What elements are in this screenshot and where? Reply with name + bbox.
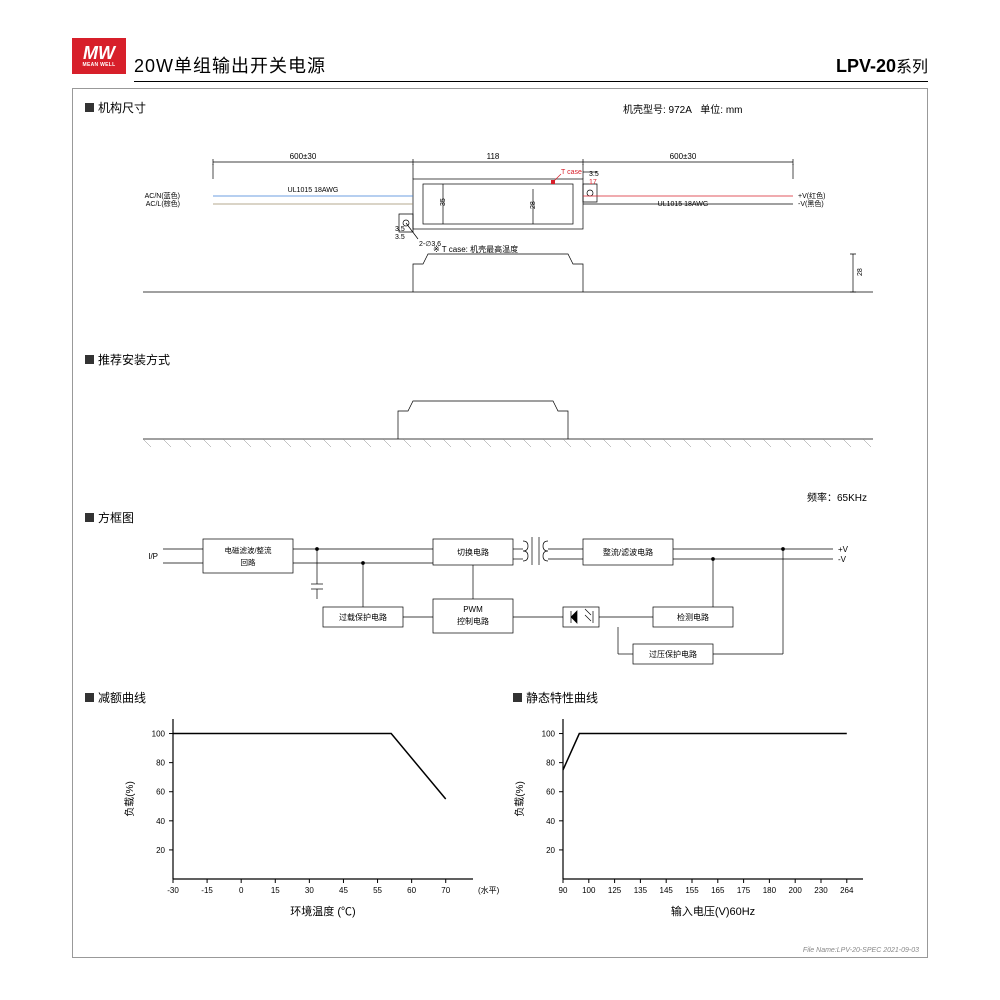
block-diagram: I/P 电磁滤波/整流 回路 切换电路 整流/滤波电路 过载保护电路 PWM 控…: [73, 519, 929, 679]
svg-text:100: 100: [542, 730, 556, 739]
svg-text:UL1015 18AWG: UL1015 18AWG: [658, 201, 709, 208]
svg-text:20: 20: [546, 846, 555, 855]
title-bar: 20W单组输出开关电源 LPV-20系列: [134, 52, 928, 82]
svg-text:输入电压(V)60Hz: 输入电压(V)60Hz: [671, 904, 755, 918]
svg-text:135: 135: [634, 886, 648, 895]
svg-text:100: 100: [582, 886, 596, 895]
svg-text:40: 40: [546, 817, 555, 826]
case-label: 机壳型号: 972A 单位: mm: [623, 101, 742, 116]
svg-text:40: 40: [156, 817, 165, 826]
svg-text:180: 180: [763, 886, 777, 895]
svg-text:55: 55: [373, 886, 382, 895]
svg-text:60: 60: [546, 788, 555, 797]
title-model: LPV-20系列: [836, 53, 928, 77]
section-derate: 减额曲线: [85, 689, 146, 706]
svg-text:UL1015 18AWG: UL1015 18AWG: [288, 187, 339, 194]
svg-text:600±30: 600±30: [290, 152, 317, 161]
svg-text:控制电路: 控制电路: [457, 616, 489, 626]
svg-text:PWM: PWM: [463, 605, 483, 614]
svg-text:90: 90: [559, 886, 568, 895]
section-mount: 推荐安装方式: [85, 351, 170, 368]
svg-text:35: 35: [440, 198, 447, 206]
svg-text:70: 70: [441, 886, 450, 895]
svg-text:3.5: 3.5: [395, 226, 405, 233]
svg-text:AC/N(蓝色): AC/N(蓝色): [145, 191, 180, 200]
svg-text:264: 264: [840, 886, 854, 895]
svg-text:过载保护电路: 过载保护电路: [339, 612, 387, 622]
svg-text:过压保护电路: 过压保护电路: [649, 649, 697, 659]
svg-text:AC/L(棕色): AC/L(棕色): [146, 199, 180, 208]
svg-text:回路: 回路: [241, 557, 256, 567]
section-mech: 机构尺寸: [85, 99, 146, 116]
logo-sub: MEAN WELL: [83, 62, 116, 68]
svg-text:230: 230: [814, 886, 828, 895]
svg-text:80: 80: [156, 759, 165, 768]
svg-text:60: 60: [407, 886, 416, 895]
svg-text:负载(%): 负载(%): [513, 781, 526, 817]
svg-text:125: 125: [608, 886, 622, 895]
svg-text:118: 118: [487, 152, 500, 161]
svg-text:I/P: I/P: [148, 552, 158, 561]
svg-text:+V(红色): +V(红色): [798, 191, 825, 200]
svg-text:155: 155: [685, 886, 699, 895]
mounting-diagram: [73, 369, 929, 459]
svg-text:17: 17: [589, 179, 597, 186]
brand-logo: MW MEAN WELL: [72, 38, 126, 74]
svg-text:3.5: 3.5: [395, 234, 405, 241]
derating-chart: 20 40 60 80 100 -30 -15 0 15 30 45 55 60 70 负载(%) 环境温度 …: [113, 709, 513, 939]
svg-text:-V: -V: [838, 555, 847, 564]
svg-text:检测电路: 检测电路: [677, 612, 709, 622]
svg-text:80: 80: [546, 759, 555, 768]
svg-text:600±30: 600±30: [670, 152, 697, 161]
static-chart: 20 40 60 80 100 90 100 125 135 145 155 165 175 180 200…: [503, 709, 903, 939]
svg-text:负载(%): 负载(%): [123, 781, 136, 817]
svg-text:175: 175: [737, 886, 751, 895]
svg-text:145: 145: [660, 886, 674, 895]
svg-text:-30: -30: [167, 886, 179, 895]
svg-text:28: 28: [857, 268, 864, 276]
footer: File Name:LPV-20-SPEC 2021-09-03: [803, 947, 919, 954]
svg-text:30: 30: [305, 886, 314, 895]
freq-label: 频率：65KHz: [807, 489, 867, 504]
title-cn: 20W单组输出开关电源: [134, 52, 326, 78]
svg-text:60: 60: [156, 788, 165, 797]
svg-text:+V: +V: [838, 545, 849, 554]
svg-text:0: 0: [239, 886, 244, 895]
svg-text:-V(黑色): -V(黑色): [798, 199, 824, 208]
svg-text:200: 200: [789, 886, 803, 895]
svg-text:20: 20: [156, 846, 165, 855]
section-static: 静态特性曲线: [513, 689, 598, 706]
svg-text:电磁滤波/整流: 电磁滤波/整流: [224, 545, 272, 555]
svg-text:-15: -15: [201, 886, 213, 895]
content-frame: 机构尺寸 推荐安装方式 方框图 减额曲线 静态特性曲线 机壳型号: 972A 单…: [72, 88, 928, 958]
svg-text:45: 45: [339, 886, 348, 895]
logo-mw: MW: [83, 44, 115, 62]
svg-text:※ T case: 机壳最高温度: ※ T case: 机壳最高温度: [433, 244, 518, 254]
svg-text:3.5: 3.5: [589, 171, 599, 178]
svg-text:100: 100: [152, 730, 166, 739]
mechanical-diagram: 600±30 118 600±30 3.5 17 35 28 UL1015 18…: [73, 124, 929, 304]
svg-text:28: 28: [530, 201, 537, 209]
svg-text:整流/滤波电路: 整流/滤波电路: [603, 547, 653, 557]
svg-text:15: 15: [271, 886, 280, 895]
svg-text:切换电路: 切换电路: [457, 547, 489, 557]
svg-text:环境温度 (℃): 环境温度 (℃): [290, 904, 355, 918]
svg-text:(水平): (水平): [478, 885, 500, 895]
svg-text:T case: T case: [561, 169, 582, 176]
svg-text:165: 165: [711, 886, 725, 895]
